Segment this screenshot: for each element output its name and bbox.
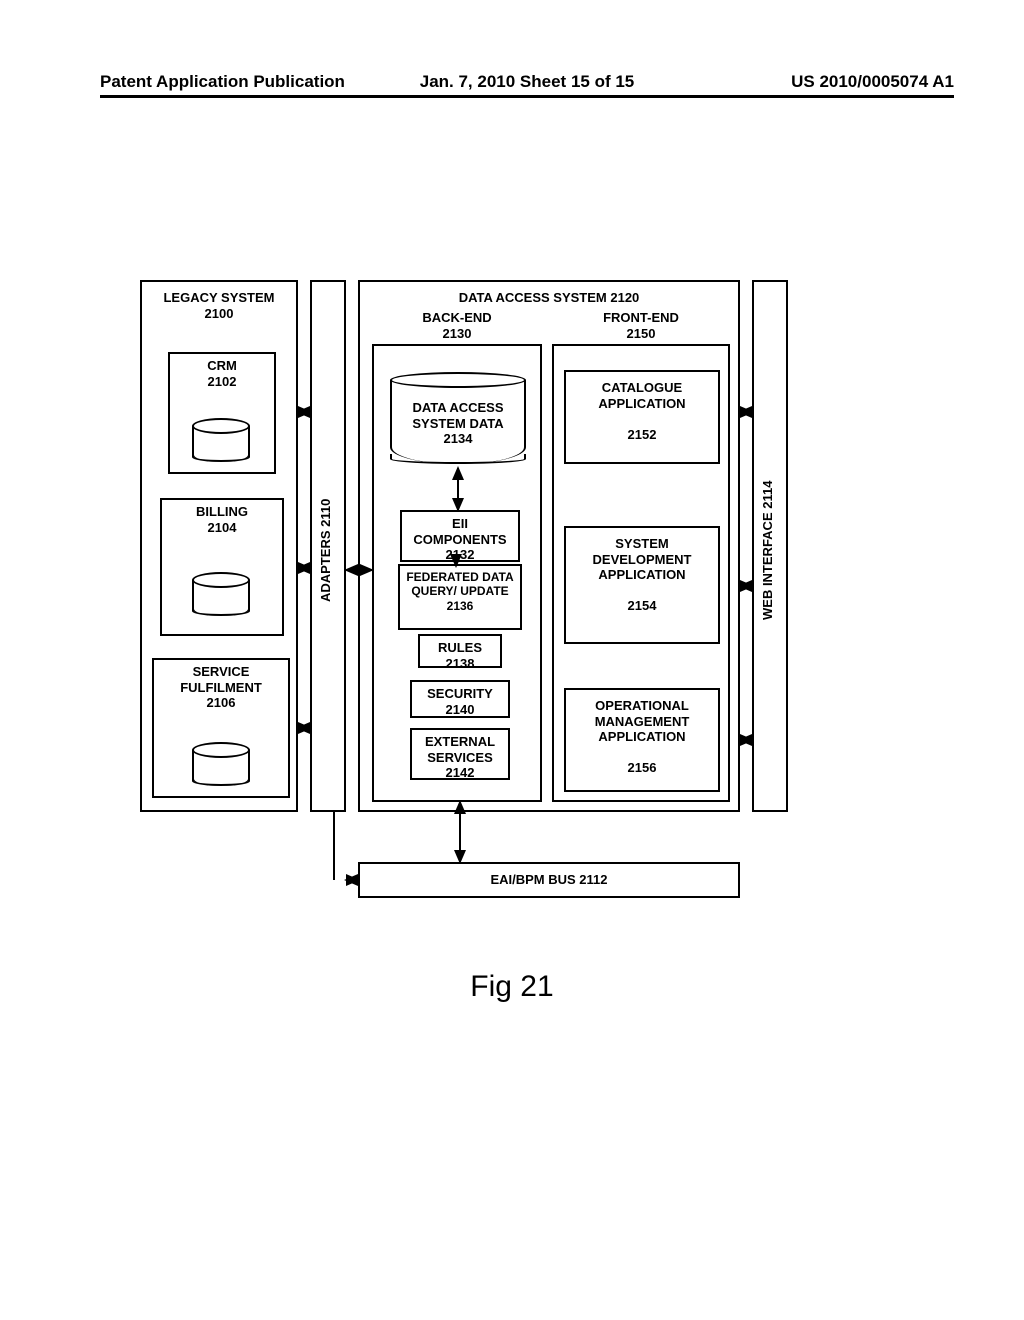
federated-box: FEDERATED DATA QUERY/ UPDATE 2136	[398, 564, 522, 630]
crm-title: CRM	[207, 358, 237, 373]
eii-title: EII COMPONENTS	[413, 516, 506, 547]
security-box: SECURITY 2140	[410, 680, 510, 718]
legacy-id: 2100	[205, 306, 234, 321]
billing-db-icon	[192, 572, 250, 616]
eii-id: 2132	[446, 547, 475, 562]
das-data-title: DATA ACCESS SYSTEM DATA	[412, 400, 503, 431]
sysdev-title: SYSTEM DEVELOPMENT APPLICATION	[593, 536, 692, 582]
eai-bpm-bus-box: EAI/BPM BUS 2112	[358, 862, 740, 898]
das-data-label: DATA ACCESS SYSTEM DATA 2134	[392, 400, 524, 447]
crm-id: 2102	[208, 374, 237, 389]
front-title: FRONT-END	[603, 310, 679, 325]
opman-app-box: OPERATIONAL MANAGEMENT APPLICATION 2156	[564, 688, 720, 792]
adapters-label: ADAPTERS 2110	[318, 480, 333, 620]
sysdev-id: 2154	[628, 598, 657, 613]
legacy-title: LEGACY SYSTEM	[163, 290, 274, 305]
page: Patent Application Publication Jan. 7, 2…	[0, 0, 1024, 1320]
page-header: Patent Application Publication Jan. 7, 2…	[100, 72, 954, 98]
sec-title: SECURITY	[427, 686, 493, 701]
billing-id: 2104	[208, 520, 237, 535]
front-id: 2150	[627, 326, 656, 341]
back-id: 2130	[443, 326, 472, 341]
figure-caption: Fig 21	[0, 970, 1024, 1004]
eii-box: EII COMPONENTS 2132	[400, 510, 520, 562]
catalogue-app-box: CATALOGUE APPLICATION 2152	[564, 370, 720, 464]
header-right: US 2010/0005074 A1	[791, 72, 954, 92]
diagram-canvas: LEGACY SYSTEM 2100 CRM 2102 BILLING 2104…	[140, 280, 810, 900]
ext-id: 2142	[446, 765, 475, 780]
fed-title: FEDERATED DATA QUERY/ UPDATE	[406, 570, 513, 598]
header-center: Jan. 7, 2010 Sheet 15 of 15	[420, 72, 635, 92]
cat-id: 2152	[628, 427, 657, 442]
crm-db-icon	[192, 418, 250, 462]
external-services-box: EXTERNAL SERVICES 2142	[410, 728, 510, 780]
rules-title: RULES	[438, 640, 482, 655]
sf-db-icon	[192, 742, 250, 786]
header-left: Patent Application Publication	[100, 72, 345, 92]
web-interface-label: WEB INTERFACE 2114	[760, 470, 775, 630]
opman-title: OPERATIONAL MANAGEMENT APPLICATION	[595, 698, 690, 744]
rules-id: 2138	[446, 656, 475, 671]
rules-box: RULES 2138	[418, 634, 502, 668]
bus-title: EAI/BPM BUS 2112	[490, 872, 607, 888]
fed-id: 2136	[447, 599, 474, 613]
sec-id: 2140	[446, 702, 475, 717]
billing-title: BILLING	[196, 504, 248, 519]
back-title: BACK-END	[422, 310, 491, 325]
opman-id: 2156	[628, 760, 657, 775]
back-end-heading: BACK-END 2130	[372, 310, 542, 341]
sf-title: SERVICE FULFILMENT	[180, 664, 262, 695]
sysdev-app-box: SYSTEM DEVELOPMENT APPLICATION 2154	[564, 526, 720, 644]
das-data-id: 2134	[444, 431, 473, 446]
das-title: DATA ACCESS SYSTEM 2120	[459, 290, 640, 305]
front-end-heading: FRONT-END 2150	[552, 310, 730, 341]
sf-id: 2106	[207, 695, 236, 710]
ext-title: EXTERNAL SERVICES	[425, 734, 495, 765]
cat-title: CATALOGUE APPLICATION	[598, 380, 685, 411]
